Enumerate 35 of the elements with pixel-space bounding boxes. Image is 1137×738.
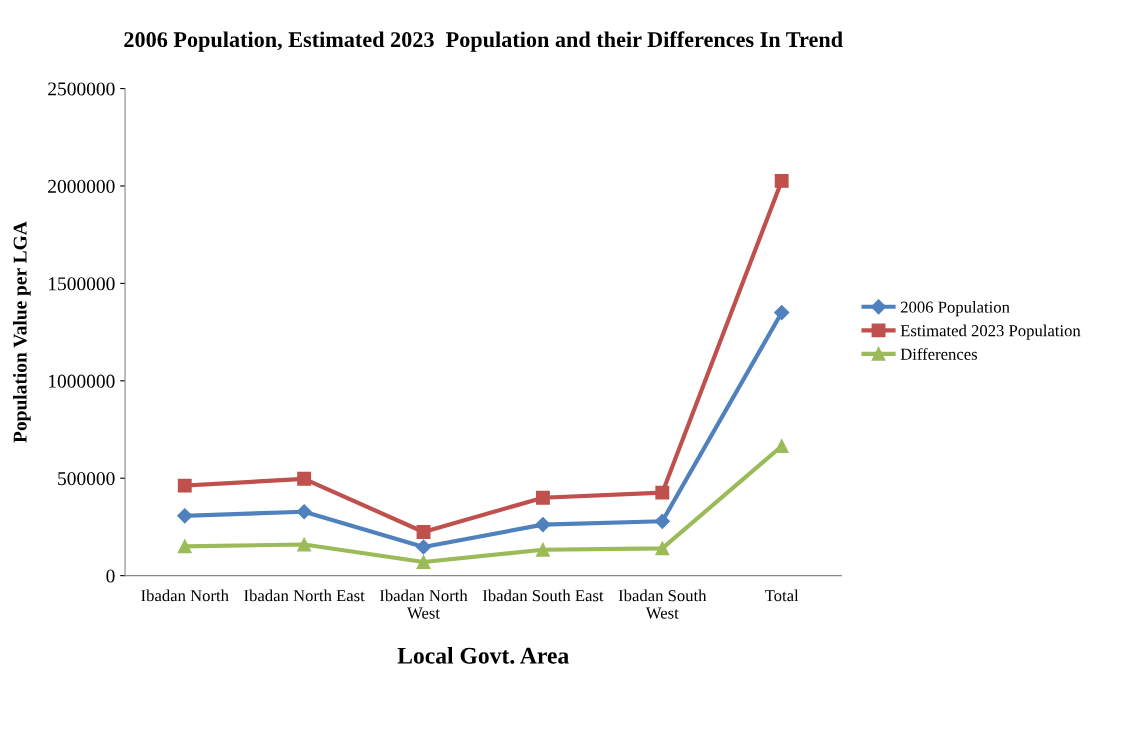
x-tick-label: Ibadan South East [482, 589, 604, 602]
point [415, 539, 432, 555]
y-tick-label: 2000000 [48, 179, 115, 193]
point [177, 539, 192, 554]
point [297, 537, 312, 552]
y-axis-title: Population Value per LGA [12, 221, 31, 443]
point [655, 485, 670, 500]
point [416, 525, 431, 539]
point [655, 541, 670, 556]
point [535, 542, 550, 557]
point [774, 305, 790, 321]
y-tick-label: 2500000 [48, 82, 115, 96]
legend-label: 2006 Population [900, 301, 1010, 317]
x-tick-label: Ibadan North West [379, 589, 468, 619]
point [297, 471, 312, 486]
x-axis-title: Local Govt. Area [397, 647, 569, 664]
point [535, 490, 550, 505]
point [774, 173, 789, 188]
point [654, 513, 670, 529]
point [177, 478, 192, 493]
y-tick-label: 1500000 [49, 277, 115, 291]
y-tick-label: 1000000 [49, 374, 115, 388]
point [416, 555, 431, 569]
x-tick-label: Ibadan North East [244, 589, 365, 602]
x-tick-label: Total [764, 589, 799, 602]
x-tick-label: Ibadan North [141, 589, 229, 602]
y-tick-label: 0 [106, 569, 115, 583]
legend-label: Differences [900, 347, 978, 360]
point [535, 517, 551, 533]
x-tick-label: Ibadan South West [618, 589, 707, 619]
chart-title: 2006 Population, Estimated 2023 Population and their Differences In Trend [124, 31, 843, 52]
point [177, 508, 193, 524]
point [296, 504, 312, 520]
y-tick-label: 500000 [58, 472, 115, 486]
legend-label: Estimated 2023 Population [900, 324, 1081, 340]
